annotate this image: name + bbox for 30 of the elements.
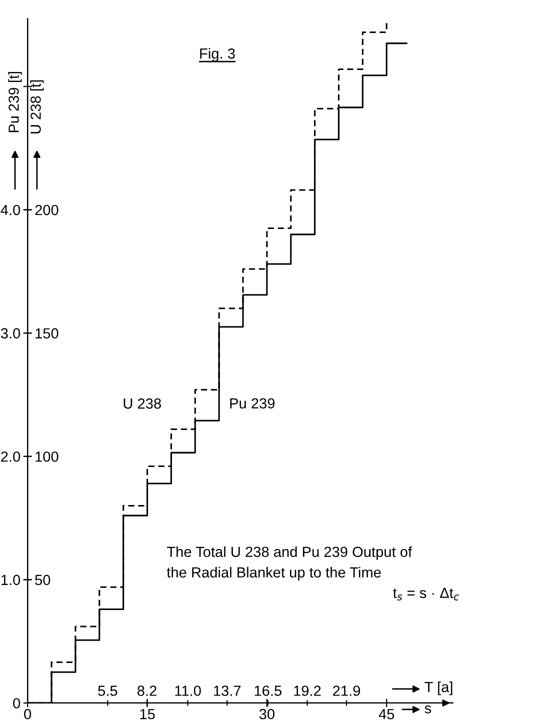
y2-tick-label: 200	[35, 204, 58, 216]
x-tick-label: 30	[259, 708, 274, 720]
text: Fig. 3	[200, 48, 235, 62]
x2-tick-label: 11.0	[175, 686, 201, 696]
x2-tick-label: 8.2	[138, 686, 156, 696]
y2-tick-label: 150	[36, 328, 58, 339]
y-tick-label: 3.0	[0, 328, 20, 339]
y-tick-label: 0	[13, 698, 20, 708]
y-tick-label: 4.0	[0, 204, 20, 216]
annotation: The Total U 238 and Pu 239 Output of	[166, 546, 412, 560]
x2-tick-label: 19.2	[294, 686, 321, 696]
y-axis-title: Pu 239 [t]	[8, 72, 22, 132]
x-axis-title: s	[424, 705, 432, 714]
y2-axis-title: U 238 [t]	[30, 80, 44, 134]
x2-tick-label: 5.5	[98, 686, 118, 696]
x-tick-label: 15	[140, 709, 155, 720]
annotation: the Radial Blanket up to the Time	[166, 566, 381, 580]
x-tick-label: 45	[378, 709, 394, 720]
x2-axis-title: T [a]	[424, 681, 452, 696]
series-label: Pu 239	[230, 398, 275, 409]
y2-tick-label: 50	[35, 574, 50, 586]
y-tick-label: 1.0	[1, 574, 20, 586]
x2-tick-label: 21.9	[333, 686, 360, 696]
x-tick-label: 0	[24, 708, 32, 720]
x2-tick-label: 16.5	[254, 686, 282, 696]
annotation: t$_{s}$ = s · Δt$_{c}$	[393, 588, 460, 600]
y-tick-label: 2.0	[1, 451, 20, 462]
y2-tick-label: 100	[36, 451, 58, 462]
x2-tick-label: 13.7	[214, 686, 241, 696]
series-label: U 238	[124, 398, 161, 409]
